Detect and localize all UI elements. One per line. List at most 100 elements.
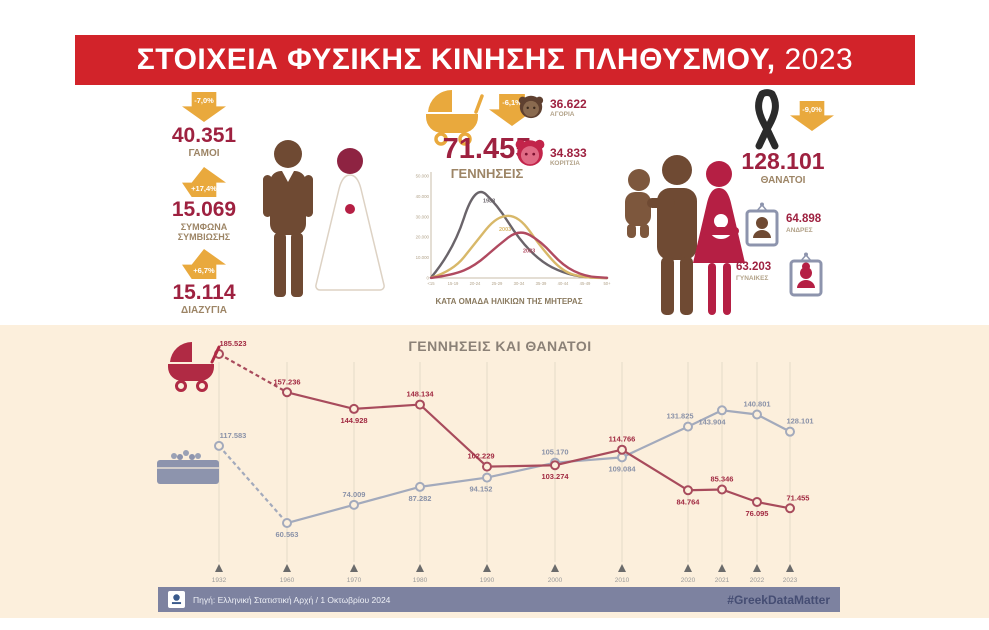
svg-text:2010: 2010 (615, 577, 630, 584)
svg-text:1983: 1983 (483, 199, 495, 205)
point-label: 131.825 (666, 412, 693, 421)
footer-bar: Πηγή: Ελληνική Στατιστική Αρχή / 1 Οκτωβ… (158, 587, 840, 612)
baby-icon (702, 214, 739, 239)
child-icon (625, 169, 651, 238)
svg-text:25-29: 25-29 (492, 281, 503, 286)
men-value: 64.898 (786, 213, 822, 225)
svg-text:20.000: 20.000 (416, 235, 430, 240)
divorces-change-arrow: +6,7% (182, 249, 226, 279)
point-label: 148.134 (406, 390, 434, 399)
point-label: 94.152 (470, 485, 493, 494)
men-label: ΑΝΔΡΕΣ (786, 227, 813, 234)
partnerships-value: 15.069 (171, 198, 237, 221)
point-label: 76.095 (746, 509, 769, 518)
svg-text:1932: 1932 (212, 577, 227, 584)
axis-tick (215, 564, 223, 572)
svg-text:15-19: 15-19 (448, 281, 459, 286)
axis-tick (483, 564, 491, 572)
point-label: 117.583 (220, 431, 247, 440)
axis-tick (753, 564, 761, 572)
point-label: 102.229 (467, 452, 494, 461)
svg-text:0: 0 (427, 276, 430, 281)
marriages-value: 40.351 (171, 124, 237, 147)
svg-text:10.000: 10.000 (416, 255, 430, 260)
svg-text:2000: 2000 (548, 577, 563, 584)
woman-portrait-icon (788, 252, 824, 298)
women-value: 63.203 (736, 261, 772, 273)
svg-text:<15: <15 (427, 281, 435, 286)
births-deaths-chart-title: ΓΕΝΝΗΣΕΙΣ ΚΑΙ ΘΑΝΑΤΟΙ (408, 338, 592, 354)
point-label: 144.928 (340, 416, 367, 425)
deaths-change-arrow: -9,0% (790, 101, 834, 131)
family-pictogram (597, 147, 749, 319)
bride-icon (315, 148, 385, 291)
axis-tick (551, 564, 559, 572)
hashtag: #GreekDataMatter (727, 592, 830, 607)
axis-tick (786, 564, 794, 572)
girls-value: 34.833 (550, 146, 587, 160)
divorces-value: 15.114 (172, 281, 236, 304)
svg-text:50+: 50+ (603, 281, 611, 286)
svg-text:35-39: 35-39 (536, 281, 547, 286)
point-label: 140.801 (743, 399, 770, 408)
point-label: 71.455 (787, 493, 810, 502)
births-deaths-chart: 1932 1960 1970 1980 1990 2000 2010 2020 2021 2022… (152, 330, 844, 590)
chart-point (785, 426, 795, 437)
girls-label: ΚΟΡΙΤΣΙΑ (550, 160, 580, 167)
svg-text:2023: 2023 (523, 249, 535, 255)
svg-text:2023: 2023 (783, 577, 798, 584)
point-label: 157.236 (273, 377, 300, 386)
title-banner: ΣΤΟΙΧΕΙΑ ΦΥΣΙΚΗΣ ΚΙΝΗΣΗΣ ΠΛΗΘΥΣΜΟΥ, 2023 (75, 35, 915, 85)
axis-tick (618, 564, 626, 572)
point-label: 105.170 (541, 448, 568, 457)
axis-tick (350, 564, 358, 572)
chart-point (717, 405, 727, 416)
chart-point (482, 461, 492, 472)
births-label: ΓΕΝΝΗΣΕΙΣ (450, 166, 524, 181)
point-label: 128.101 (786, 417, 813, 426)
chart-point (282, 387, 292, 398)
point-label: 87.282 (409, 494, 432, 503)
deaths-change: -9,0% (802, 105, 822, 114)
svg-text:30.000: 30.000 (416, 214, 430, 219)
mother-age-chart: 0 10.000 20.000 30.000 40.000 50.000 <15 15-19 2… (405, 166, 615, 298)
point-label: 114.766 (609, 435, 636, 444)
mother-icon (693, 161, 745, 315)
chart-point (482, 472, 492, 483)
point-label: 74.009 (343, 490, 366, 499)
groom-icon (263, 140, 313, 297)
boy-icon (517, 92, 545, 120)
chart-point (415, 399, 425, 410)
svg-text:20-24: 20-24 (470, 281, 481, 286)
svg-text:2003: 2003 (499, 227, 511, 233)
partnerships-label: ΣΥΜΦΩΝΑ ΣΥΜΒΙΩΣΗΣ (177, 222, 231, 243)
chart-point (550, 460, 560, 471)
chart-point (214, 440, 224, 451)
deaths-value: 128.101 (741, 148, 825, 174)
page-title-year: 2023 (784, 43, 854, 76)
axis-tick (684, 564, 692, 572)
chart-point (349, 403, 359, 414)
age-series-2003 (429, 214, 609, 280)
page-title-main: ΣΤΟΙΧΕΙΑ ΦΥΣΙΚΗΣ ΚΙΝΗΣΗΣ ΠΛΗΘΥΣΜΟΥ, (136, 43, 776, 76)
girl-icon (514, 136, 546, 168)
point-label: 109.084 (608, 464, 636, 473)
divorces-change: +6,7% (193, 266, 215, 275)
point-label: 185.523 (219, 339, 246, 348)
father-icon (657, 155, 697, 315)
divorces-label: ΔΙΑΖΥΓΙΑ (181, 305, 227, 316)
svg-text:2021: 2021 (715, 577, 730, 584)
axis-tick (718, 564, 726, 572)
chart-point (752, 409, 762, 420)
svg-text:40-44: 40-44 (558, 281, 569, 286)
boys-value: 36.622 (550, 97, 587, 111)
carriage-icon (168, 341, 221, 392)
chart-point (683, 421, 693, 432)
births-change: -6,1% (502, 98, 522, 107)
marriages-change-arrow: -7,0% (182, 92, 226, 122)
point-label: 84.764 (677, 497, 701, 506)
coffin-icon (157, 450, 219, 484)
chart-point (717, 484, 727, 495)
mourning-ribbon-icon (749, 89, 785, 151)
